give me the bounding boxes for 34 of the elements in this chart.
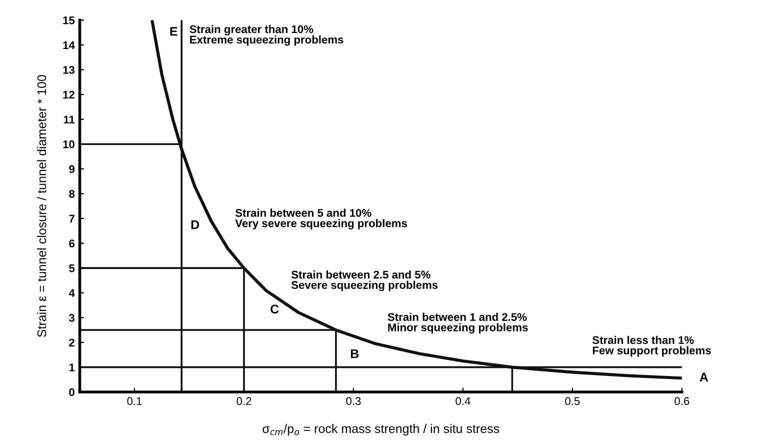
y-tick-label: 1 (69, 364, 75, 372)
y-tick-label: 4 (68, 289, 75, 297)
annotation: C (270, 304, 279, 314)
annotation: Strain greater than 10% Extreme squeezing problems (190, 24, 344, 46)
y-tick-label: 12 (63, 90, 74, 99)
y-tick-label: 15 (63, 16, 75, 24)
x-axis-title: σ$_{cm}$/p$_{o}$ = rock mass strength / in situ stress (262, 424, 500, 436)
text: A (700, 372, 708, 382)
x-tick-label: 0.5 (565, 397, 580, 406)
y-tick-label: 10 (63, 140, 74, 148)
y-tick-label: 7 (69, 214, 74, 222)
annotation: D (191, 220, 200, 230)
x-tick-label: 0.2 (236, 397, 252, 406)
x-tick-label: 0.3 (346, 397, 361, 406)
x-tick-label: 0.4 (456, 397, 470, 406)
y-tick-label: 8 (69, 190, 75, 198)
y-tick-label: 9 (69, 165, 74, 174)
y-tick-label: 6 (69, 240, 74, 248)
y-tick-label: 5 (69, 264, 75, 272)
y-axis-title: Strain ε = tunnel closure / tunnel diameter * 100 (37, 75, 46, 338)
y-tick-label: 13 (63, 66, 75, 74)
x-tick-label: 0.6 (674, 397, 690, 406)
annotation: B (350, 349, 359, 358)
y-tick-label: 0 (69, 388, 74, 396)
annotation: Strain less than 1% Few support problems (592, 336, 711, 357)
x-tick-label: 0.1 (127, 397, 142, 406)
annotation: Strain between 1 and 2.5% Minor squeezing problems (388, 312, 528, 334)
annotation: Strain between 2.5 and 5% Severe squeezing problems (291, 270, 438, 292)
annotation: Strain between 5 and 10% Very severe squeezing problems (235, 208, 407, 230)
y-tick-label: 11 (64, 116, 75, 124)
y-tick-label: 3 (68, 314, 74, 322)
annotation: E (170, 27, 178, 36)
y-tick-label: 2 (69, 338, 74, 346)
y-tick-label: 14 (63, 41, 75, 49)
